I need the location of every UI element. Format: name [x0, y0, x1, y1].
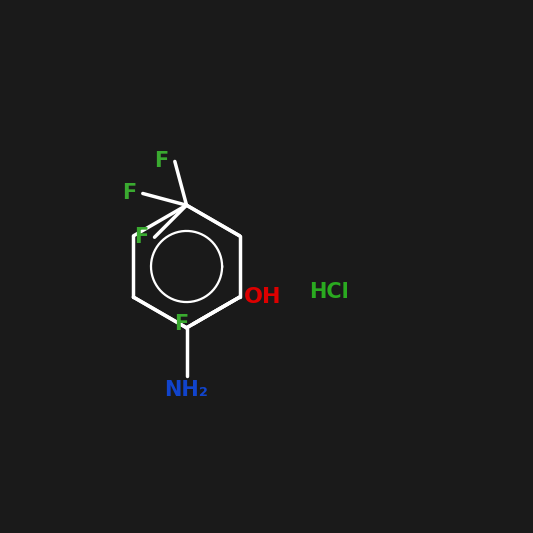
- Text: F: F: [154, 151, 168, 172]
- Text: OH: OH: [244, 287, 281, 307]
- Text: HCl: HCl: [309, 282, 349, 302]
- Text: F: F: [122, 183, 136, 204]
- Text: NH₂: NH₂: [165, 380, 208, 400]
- Text: F: F: [134, 227, 148, 247]
- Text: F: F: [174, 314, 188, 334]
